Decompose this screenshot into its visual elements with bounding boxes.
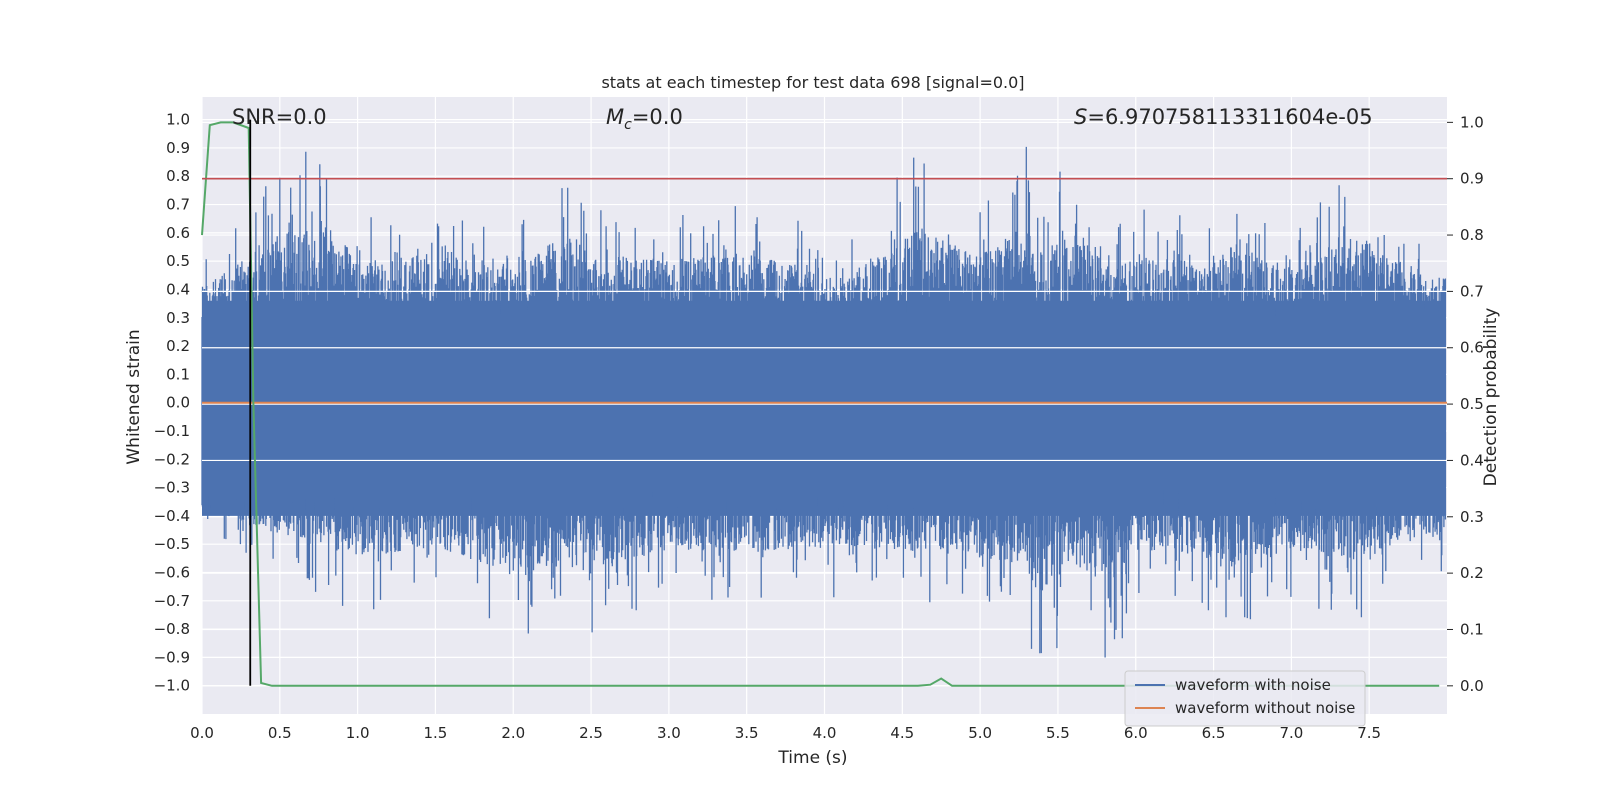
- y-tick-label: 0.6: [166, 224, 190, 242]
- x-tick-label: 3.5: [735, 724, 759, 742]
- snr-annotation: SNR=0.0: [232, 105, 327, 129]
- legend-box: [1124, 670, 1366, 727]
- y2-axis-ticks: 1.0 0.9 0.8 0.7 0.6 0.5 0.4 0.3 0.2 0.1 0.0: [1447, 113, 1484, 695]
- x-tick-label: 4.0: [813, 724, 837, 742]
- y-tick-label: −1.0: [154, 677, 190, 695]
- x-tick-label: 0.5: [268, 724, 292, 742]
- detection-probability-line: [201, 121, 1440, 687]
- y-tick-label: 0.5: [166, 252, 190, 270]
- detection-probability-series: [201, 121, 1440, 687]
- x-tick-label: 3.0: [657, 724, 681, 742]
- x-axis-label: Time (s): [777, 748, 847, 768]
- y-tick-label: −0.9: [154, 648, 190, 666]
- y-tick-label: 0.8: [166, 167, 190, 185]
- x-tick-label: 6.5: [1202, 724, 1226, 742]
- y2-tick-label: 0.6: [1460, 339, 1484, 357]
- y2-tick-label: 0.0: [1460, 677, 1484, 695]
- y-axis-label: Whitened strain: [124, 329, 144, 464]
- y-tick-label: −0.5: [154, 535, 190, 553]
- y2-tick-label: 0.1: [1460, 620, 1484, 638]
- y-tick-label: 0.7: [166, 196, 190, 214]
- y-tick-label: −0.6: [154, 563, 190, 581]
- x-tick-label: 5.5: [1046, 724, 1070, 742]
- y2-tick-label: 0.8: [1460, 226, 1484, 244]
- x-tick-label: 7.0: [1279, 724, 1303, 742]
- chirp-mass-value: =0.0: [632, 105, 683, 129]
- waveform-with-noise-series: [201, 146, 1447, 658]
- y-tick-label: −0.3: [154, 479, 190, 497]
- y2-tick-label: 0.5: [1460, 395, 1484, 413]
- y2-axis-label: Detection probability: [1481, 308, 1501, 487]
- s-value: =6.970758113311604e-05: [1087, 105, 1372, 129]
- snr-s-annotation: S=6.970758113311604e-05: [1074, 105, 1373, 129]
- x-tick-label: 6.0: [1124, 724, 1148, 742]
- y-tick-label: −0.1: [154, 422, 190, 440]
- x-tick-label: 2.5: [579, 724, 603, 742]
- y-tick-label: 0.0: [166, 394, 190, 412]
- y-tick-label: 0.2: [166, 337, 190, 355]
- chart-title: stats at each timestep for test data 698…: [601, 73, 1024, 92]
- y2-tick-label: 0.2: [1460, 564, 1484, 582]
- legend: waveform with noise waveform without noi…: [1124, 670, 1366, 727]
- chirp-mass-annotation: Mc=0.0: [606, 105, 683, 133]
- x-tick-label: 0.0: [190, 724, 214, 742]
- y-tick-label: −0.2: [154, 450, 190, 468]
- y-tick-label: −0.7: [154, 592, 190, 610]
- chirp-mass-symbol: M: [606, 105, 624, 129]
- y-tick-label: 0.9: [166, 139, 190, 157]
- y2-tick-label: 0.9: [1460, 170, 1484, 188]
- x-tick-label: 1.0: [346, 724, 370, 742]
- chirp-mass-subscript: c: [624, 117, 632, 133]
- x-tick-label: 7.5: [1357, 724, 1381, 742]
- y-tick-label: 0.4: [166, 280, 190, 298]
- y-tick-label: −0.8: [154, 620, 190, 638]
- y2-tick-label: 1.0: [1460, 113, 1484, 131]
- legend-label-noise: waveform with noise: [1175, 676, 1331, 694]
- x-axis-ticks: 0.0 0.5 1.0 1.5 2.0 2.5 3.0 3.5 4.0 4.5 5.0 5.5 6.0 6…: [190, 724, 1381, 742]
- s-symbol: S: [1074, 105, 1087, 129]
- y2-tick-label: 0.4: [1460, 451, 1484, 469]
- y-axis-ticks: 1.0 0.9 0.8 0.7 0.6 0.5 0.4 0.3 0.2 0.1 0.0 −0.1 −0.…: [154, 111, 190, 695]
- x-tick-label: 2.0: [501, 724, 525, 742]
- y-tick-label: 0.1: [166, 365, 190, 383]
- x-tick-label: 5.0: [968, 724, 992, 742]
- x-tick-label: 1.5: [424, 724, 448, 742]
- y-tick-label: −0.4: [154, 507, 190, 525]
- legend-label-clean: waveform without noise: [1175, 699, 1355, 717]
- y2-tick-label: 0.3: [1460, 508, 1484, 526]
- y-tick-label: 1.0: [166, 111, 190, 129]
- y-tick-label: 0.3: [166, 309, 190, 327]
- y2-tick-label: 0.7: [1460, 282, 1484, 300]
- x-tick-label: 4.5: [890, 724, 914, 742]
